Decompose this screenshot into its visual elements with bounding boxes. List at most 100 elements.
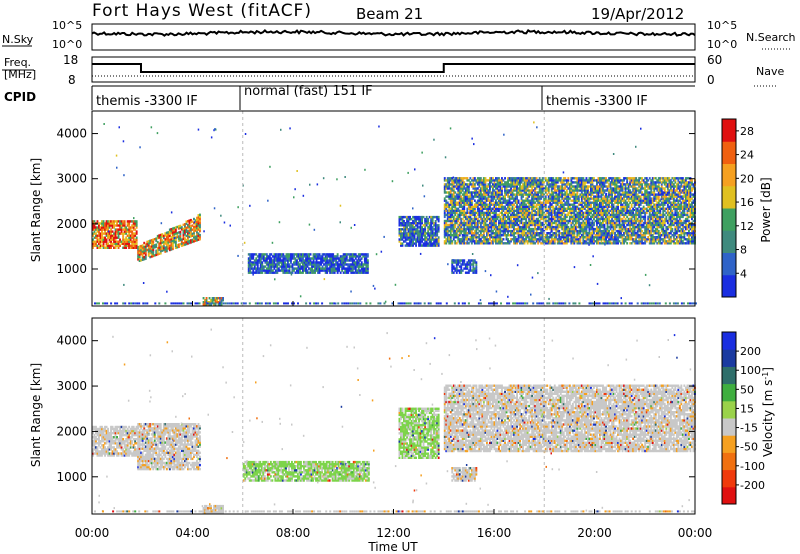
range-gate-cell	[277, 261, 280, 264]
range-gate-cell	[451, 195, 454, 198]
range-gate-cell	[416, 240, 419, 243]
range-gate-cell	[182, 229, 185, 233]
range-gate-cell	[615, 225, 618, 229]
range-gate-cell	[507, 221, 509, 225]
range-gate-cell	[531, 236, 534, 239]
range-gate-cell	[510, 240, 512, 243]
range-gate-cell	[122, 232, 125, 235]
range-gate-cell	[98, 228, 100, 231]
range-gate-cell	[476, 205, 479, 208]
range-gate-cell	[564, 177, 567, 180]
range-gate-cell	[276, 257, 279, 260]
range-gate-cell	[449, 217, 452, 221]
range-gate-cell	[360, 271, 363, 274]
range-gate-cell	[505, 223, 508, 227]
range-gate-cell	[180, 228, 183, 231]
range-gate-cell	[404, 226, 407, 229]
range-gate-cell	[484, 187, 487, 190]
range-gate-cell	[499, 217, 502, 221]
range-gate-cell	[487, 240, 490, 243]
range-gate-cell	[504, 201, 506, 204]
range-gate-cell	[476, 217, 479, 221]
range-gate-cell	[449, 209, 452, 212]
range-gate-cell	[252, 257, 255, 260]
range-gate-cell	[511, 183, 514, 186]
range-gate-cell	[437, 244, 440, 247]
range-gate-cell	[489, 242, 491, 245]
range-gate-cell	[428, 228, 431, 231]
range-gate-cell	[419, 226, 422, 229]
range-gate-cell	[501, 211, 503, 215]
range-gate-cell	[158, 252, 161, 255]
range-gate-cell	[138, 253, 141, 256]
range-gate-cell	[543, 203, 546, 206]
range-gate-cell	[496, 236, 499, 239]
range-gate-cell	[451, 193, 454, 196]
range-gate-cell	[526, 199, 529, 202]
range-gate-cell	[458, 215, 461, 219]
range-gate-cell	[511, 219, 514, 223]
range-gate-cell	[502, 234, 505, 237]
range-gate-cell	[498, 215, 500, 219]
range-gate-cell	[467, 217, 470, 221]
range-gate-cell	[443, 229, 446, 233]
range-gate-cell	[185, 238, 188, 242]
range-gate-cell	[259, 259, 262, 262]
range-gate-cell	[171, 245, 174, 249]
range-gate-cell	[105, 228, 108, 231]
range-gate-cell	[167, 237, 170, 240]
range-gate-cell	[502, 213, 505, 217]
range-gate-cell	[538, 183, 541, 186]
range-gate-cell	[519, 209, 521, 212]
range-gate-cell	[487, 195, 490, 198]
range-gate-cell	[519, 181, 521, 184]
range-gate-cell	[516, 199, 518, 202]
range-gate-cell	[522, 223, 524, 227]
range-gate-cell	[424, 240, 427, 243]
range-gate-cell	[458, 229, 461, 233]
range-gate-cell	[258, 253, 261, 256]
range-gate-cell	[535, 203, 538, 206]
range-gate-cell	[461, 201, 464, 204]
range-gate-cell	[457, 207, 460, 210]
range-gate-cell	[490, 211, 493, 215]
range-gate-cell	[430, 236, 433, 239]
range-gate-cell	[498, 179, 500, 182]
range-gate-cell	[270, 261, 273, 264]
range-gate-cell	[413, 215, 416, 219]
range-gate-cell	[528, 227, 531, 231]
range-gate-cell	[523, 242, 526, 245]
range-gate-cell	[481, 211, 484, 215]
range-gate-cell	[495, 217, 497, 221]
range-gate-cell	[138, 249, 141, 252]
range-gate-cell	[208, 301, 211, 304]
range-gate-cell	[543, 199, 546, 202]
range-gate-cell	[525, 219, 528, 223]
range-gate-cell	[98, 224, 100, 227]
range-gate-cell	[415, 215, 417, 219]
range-gate-cell	[348, 255, 351, 258]
range-gate-cell	[479, 203, 482, 206]
range-gate-cell	[123, 226, 126, 229]
noise-left-tick-bottom: 10^0	[52, 38, 82, 51]
range-gate-cell	[473, 240, 476, 243]
range-gate-cell	[443, 197, 446, 200]
range-gate-cell	[416, 238, 419, 241]
range-gate-cell	[126, 224, 129, 227]
range-gate-cell	[466, 203, 469, 206]
range-gate-cell	[168, 240, 171, 244]
range-gate-cell	[305, 265, 307, 268]
range-gate-cell	[496, 191, 499, 194]
range-gate-cell	[496, 227, 499, 231]
range-gate-cell	[501, 223, 503, 227]
range-gate-cell	[290, 253, 292, 256]
range-gate-cell	[449, 240, 452, 243]
range-gate-cell	[457, 179, 460, 182]
range-gate-cell	[502, 183, 505, 186]
range-gate-cell	[288, 255, 291, 258]
range-gate-cell	[458, 199, 461, 202]
range-gate-cell	[520, 179, 523, 182]
range-gate-cell	[185, 220, 188, 223]
range-gate-cell	[204, 301, 206, 304]
range-gate-cell	[470, 207, 473, 210]
